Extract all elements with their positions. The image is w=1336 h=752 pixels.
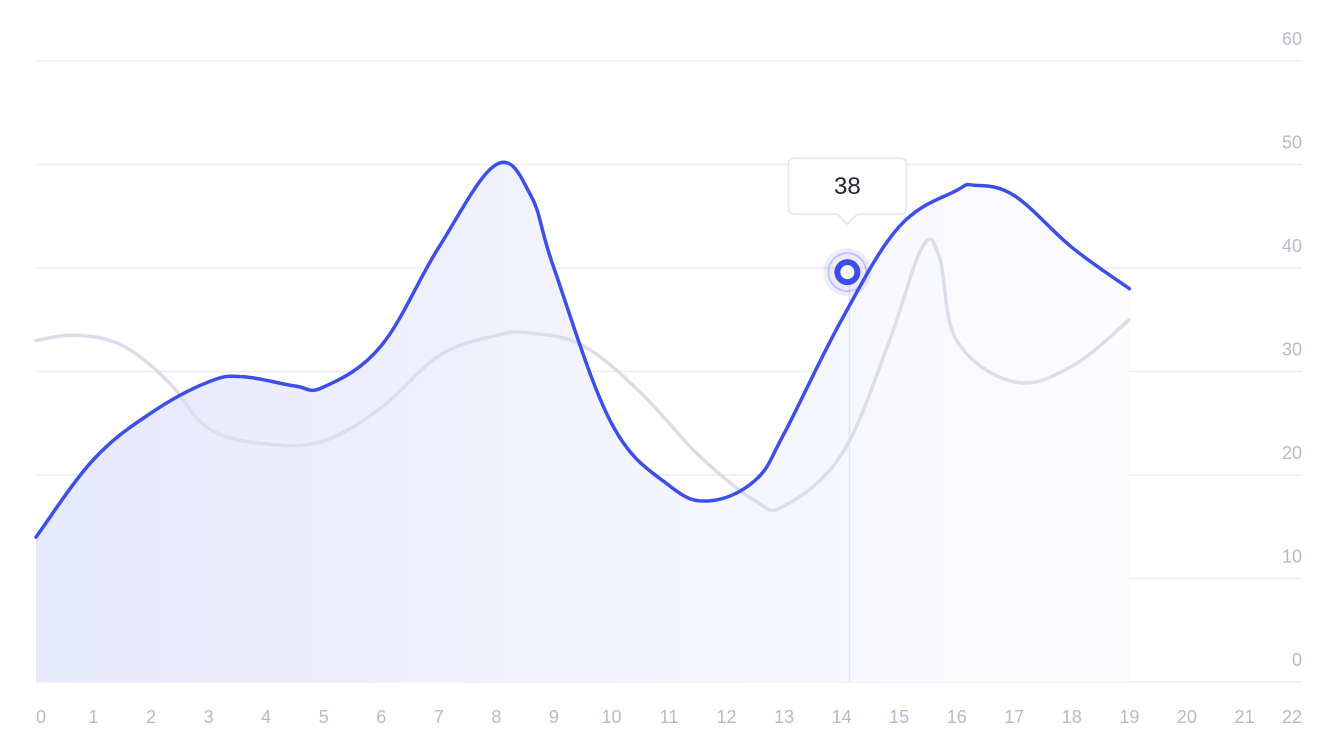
series-lines — [34, 160, 1132, 539]
x-tick-label-10: 10 — [601, 707, 621, 727]
x-tick-label-21: 21 — [1234, 707, 1254, 727]
x-tick-label-20: 20 — [1177, 707, 1197, 727]
y-tick-label-0: 0 — [1292, 650, 1302, 670]
y-tick-label-10: 10 — [1282, 547, 1302, 567]
x-tick-label-1: 1 — [89, 707, 99, 727]
y-tick-label-20: 20 — [1282, 443, 1302, 463]
marker-ring — [827, 252, 868, 293]
tooltip-markers — [823, 248, 872, 297]
x-tick-label-4: 4 — [261, 707, 271, 727]
x-tick-label-22: 22 — [1282, 707, 1302, 727]
axis-tick-labels: 0 1 2 3 4 5 6 7 8 9 10 11 12 13 14 15 16 17 18 19 20 21 220102… — [36, 29, 1302, 727]
x-tick-label-18: 18 — [1062, 707, 1082, 727]
tooltip: 38 — [787, 157, 908, 226]
x-tick-label-15: 15 — [889, 707, 909, 727]
x-tick-label-5: 5 — [319, 707, 329, 727]
x-tick-label-6: 6 — [376, 707, 386, 727]
x-tick-label-12: 12 — [717, 707, 737, 727]
x-tick-label-16: 16 — [947, 707, 967, 727]
tooltip-value: 38 — [834, 173, 861, 200]
y-tick-label-50: 50 — [1282, 133, 1302, 153]
x-tick-label-13: 13 — [774, 707, 794, 727]
x-tick-label-14: 14 — [832, 707, 852, 727]
series-area-fills — [36, 162, 1130, 682]
y-tick-label-40: 40 — [1282, 236, 1302, 256]
series-1-line — [34, 160, 1132, 539]
x-tick-label-7: 7 — [434, 707, 444, 727]
x-tick-label-0: 0 — [36, 707, 46, 727]
x-tick-label-2: 2 — [146, 707, 156, 727]
x-tick-label-11: 11 — [660, 707, 679, 727]
x-tick-label-9: 9 — [549, 707, 559, 727]
x-tick-label-17: 17 — [1004, 707, 1024, 727]
tooltip-box — [787, 157, 908, 226]
x-tick-label-3: 3 — [204, 707, 214, 727]
y-tick-label-30: 30 — [1282, 340, 1302, 360]
x-tick-label-8: 8 — [491, 707, 501, 727]
series-1-area — [36, 162, 1130, 682]
series-2-line — [34, 237, 1132, 513]
x-tick-label-19: 19 — [1119, 707, 1139, 727]
y-tick-label-60: 60 — [1282, 29, 1302, 49]
marker-point — [834, 259, 861, 286]
